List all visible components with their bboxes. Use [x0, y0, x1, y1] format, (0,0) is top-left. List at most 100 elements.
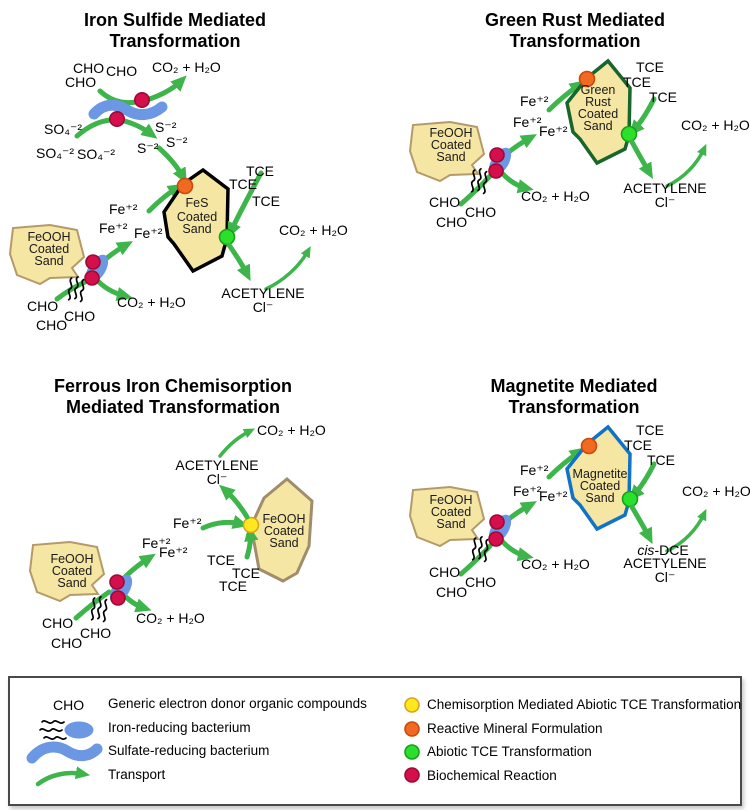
- legend-label-iron-reducing: Iron-reducing bacterium: [108, 720, 251, 735]
- fes-sand-label: Coated: [176, 210, 218, 224]
- title-line: Magnetite Mediated: [490, 376, 658, 396]
- title-line: Mediated Transformation: [65, 396, 281, 417]
- transport-arrow-tce-to-green-dot: [628, 96, 657, 137]
- transport-arrow-to-acetylene: [218, 484, 250, 520]
- co2-h2o-label: CO₂ + H₂O: [521, 188, 590, 204]
- title-line: Transformation: [509, 30, 641, 51]
- transport-arrow-tce-to-green-dot: [628, 461, 657, 502]
- tce-label: TCE: [624, 437, 652, 453]
- cho-label: CHO: [27, 298, 59, 314]
- biochemical-reaction-dot: [489, 147, 505, 163]
- cho-label: CHO: [436, 584, 468, 600]
- legend-icons: [26, 697, 420, 787]
- panel-title-ferrous-iron: Ferrous Iron Chemisorption Mediated Trans…: [23, 376, 323, 417]
- abiotic-tce-dot-icon: [404, 744, 420, 760]
- panel-title-green-rust: Green Rust Mediated Transformation: [425, 10, 725, 51]
- bacterium-flagella: [67, 275, 85, 303]
- magnetite-sand-label: Coated: [579, 479, 621, 493]
- cho-label: CHO: [42, 615, 74, 631]
- reactive-mineral-dot: [176, 177, 194, 195]
- ferrous-iron-label: Fe⁺²: [520, 93, 549, 109]
- ferrous-iron-label: Fe⁺²: [142, 535, 171, 551]
- cho-label: CHO: [80, 625, 112, 641]
- feooh-sand-label: Coated: [430, 138, 472, 152]
- feooh-sand-label: Coated: [51, 564, 93, 578]
- bacterium-flagella: [470, 167, 488, 195]
- transport-arrow-to-co2-bottom: [498, 537, 534, 562]
- feooh-sand-label: Sand: [34, 254, 64, 268]
- sulfate-label: SO₄⁻²: [44, 121, 82, 137]
- reactive-mineral-dot-icon: [404, 721, 420, 737]
- legend-box: [8, 676, 742, 806]
- ferrous-iron-label: Fe⁺²: [513, 483, 542, 499]
- title-line: Ferrous Iron Chemisorption: [53, 376, 293, 396]
- sulfide-label: S⁻²: [137, 140, 159, 156]
- acetylene-label: ACETYLENE: [221, 285, 305, 301]
- transport-arrow-to-acetylene: [629, 139, 653, 179]
- cho-label: CHO: [36, 317, 68, 333]
- transport-arrow-tce-to-yellow-dot: [244, 525, 259, 560]
- ferrous-iron-label: Fe⁺²: [513, 114, 542, 130]
- feooh-sand-label: Coated: [430, 505, 472, 519]
- tce-label: TCE: [623, 74, 651, 90]
- abiotic-tce-dot: [620, 125, 638, 143]
- legend-label-biochemical: Biochemical Reaction: [427, 768, 557, 783]
- transport-arrow-fe2-to-magnetite: [546, 447, 586, 480]
- biochemical-reaction-dot: [110, 590, 126, 606]
- dce-text: -DCE: [654, 542, 689, 558]
- transport-arrow-to-cis-dce: [629, 504, 653, 545]
- tce-label: TCE: [647, 452, 675, 468]
- magnetite-sand-label: Sand: [585, 491, 615, 505]
- tce-label: TCE: [636, 422, 664, 438]
- chloride-label: Cl⁻: [252, 299, 274, 315]
- transport-arrow-cho-to-bacterium: [458, 173, 493, 207]
- title-line: Transformation: [508, 396, 640, 417]
- green-rust-sand-label: Rust: [585, 95, 611, 109]
- transport-arrow-acetylene-to-co2: [264, 246, 311, 291]
- feooh-coated-sand-polygon: [8, 223, 86, 286]
- magnetite-sand-label: Magnetite: [572, 467, 628, 481]
- feooh-coated-sand-polygon: [408, 485, 486, 548]
- biochemical-reaction-dot: [84, 270, 100, 286]
- transport-arrow-to-co2-bottom: [498, 169, 534, 194]
- cho-label: CHO: [51, 635, 83, 651]
- panel-title-magnetite: Magnetite Mediated Transformation: [424, 376, 724, 417]
- legend-label-chemisorption: Chemisorption Mediated Abiotic TCE Trans…: [427, 697, 742, 712]
- tce-label: TCE: [229, 176, 257, 192]
- cho-label: CHO: [436, 214, 468, 230]
- co2-h2o-label: CO₂ + H₂O: [136, 610, 205, 626]
- cho-label: CHO: [73, 60, 105, 76]
- bacterium-flagella: [471, 535, 489, 563]
- cho-label: CHO: [429, 564, 461, 580]
- acetylene-label: ACETYLENE: [623, 180, 707, 196]
- chloride-label: Cl⁻: [654, 569, 676, 585]
- green-rust-sand-label: Sand: [583, 119, 613, 133]
- sulfate-label: SO₄⁻²: [36, 145, 74, 161]
- cho-label: CHO: [429, 194, 461, 210]
- feooh-sand-label: Sand: [436, 150, 466, 164]
- ferrous-iron-label: Fe⁺²: [173, 515, 202, 531]
- cho-label: CHO: [106, 63, 138, 79]
- transport-arrow-tce-to-green-dot: [227, 170, 264, 239]
- fes-sand-label: FeS: [185, 196, 209, 210]
- panel-green-rust-shapes: [408, 58, 707, 207]
- tce-label: TCE: [649, 89, 677, 105]
- ferrous-iron-label: Fe⁺²: [539, 123, 568, 139]
- magnetite-coated-sand-polygon: [565, 424, 632, 532]
- biochemical-reaction-dot-icon: [404, 767, 420, 783]
- chemisorption-dot: [242, 516, 260, 534]
- co2-h2o-label: CO₂ + H₂O: [521, 556, 590, 572]
- legend-label-transport: Transport: [108, 767, 166, 782]
- ferrous-iron-label: Fe⁺²: [109, 201, 138, 217]
- co2-h2o-label: CO₂ + H₂O: [117, 294, 186, 310]
- acetylene-label: ACETYLENE: [175, 457, 259, 473]
- tce-label: TCE: [636, 59, 664, 75]
- legend-label-abiotic-tce: Abiotic TCE Transformation: [427, 744, 592, 759]
- tce-label: TCE: [207, 552, 235, 568]
- cis-italic: cis: [637, 542, 655, 558]
- panel-iron-sulfide-shapes: [8, 75, 311, 303]
- transport-arrow-fe2-to-fes: [146, 183, 184, 214]
- panel-title-iron-sulfide: Iron Sulfide Mediated Transformation: [25, 10, 325, 51]
- ferrous-iron-label: Fe⁺²: [539, 488, 568, 504]
- feooh-sand-label: Sand: [57, 576, 87, 590]
